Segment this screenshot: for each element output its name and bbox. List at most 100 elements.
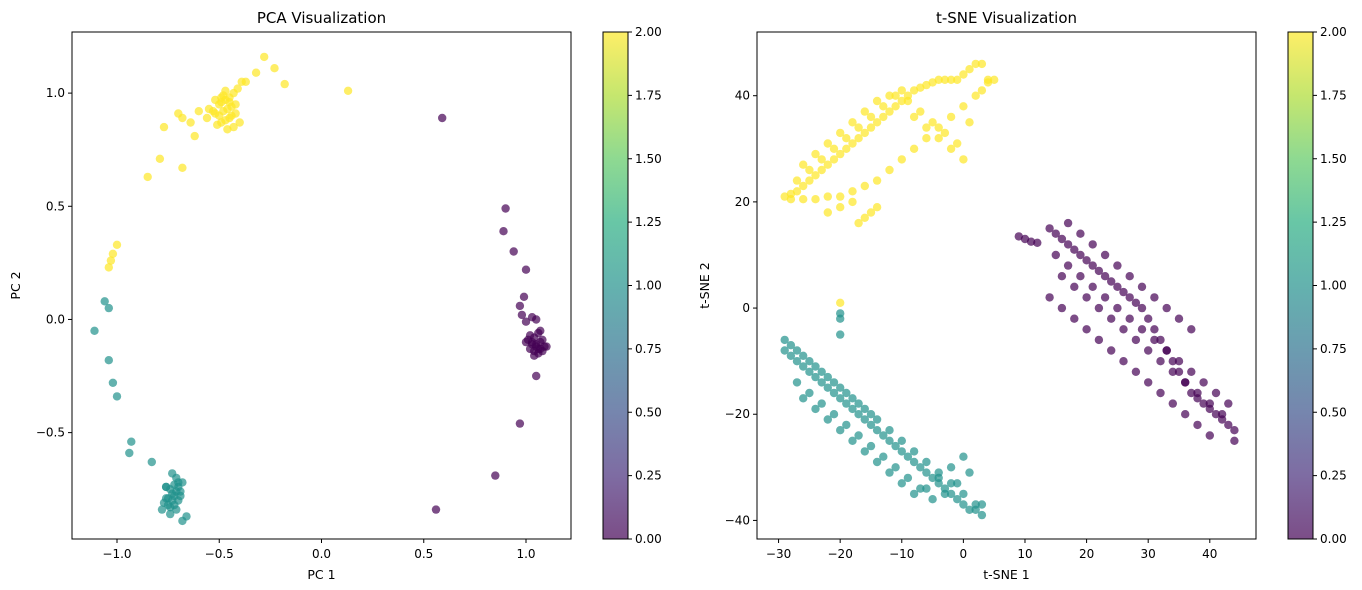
data-point-class-1 (879, 452, 888, 461)
data-point-class-2 (928, 118, 937, 127)
axes-frame (756, 31, 1257, 540)
data-point-class-1 (872, 426, 882, 435)
data-point-class-0 (534, 344, 543, 354)
data-point-class-2 (823, 192, 832, 201)
data-point-class-2 (909, 144, 919, 153)
y-tick-label: 0.5 (46, 199, 65, 213)
data-point-class-2 (829, 144, 839, 153)
data-point-class-0 (536, 337, 545, 347)
data-point-class-0 (1076, 229, 1085, 238)
data-point-class-0 (1026, 237, 1036, 246)
data-point-class-1 (946, 479, 956, 488)
data-point-class-2 (854, 134, 863, 143)
colorbar-tick-label: 1.75 (1320, 88, 1347, 102)
x-axis-label: t-SNE 1 (983, 567, 1030, 582)
data-point-class-2 (842, 144, 851, 153)
data-point-class-1 (104, 356, 114, 365)
data-point-class-2 (879, 102, 888, 111)
data-point-class-2 (848, 187, 857, 196)
colorbar-tick-label: 0.75 (635, 342, 662, 356)
data-point-class-0 (1094, 266, 1104, 276)
data-point-class-2 (953, 75, 962, 85)
data-point-class-0 (1033, 238, 1042, 247)
data-point-class-0 (1057, 303, 1067, 313)
data-point-class-1 (977, 510, 987, 520)
data-point-class-2 (786, 195, 796, 204)
data-point-class-2 (965, 65, 974, 74)
colorbar-gradient (1288, 32, 1313, 539)
x-tick-label: 0 (960, 547, 968, 561)
colorbar-tick-label: 1.00 (1320, 279, 1347, 293)
data-point-class-2 (848, 118, 857, 127)
data-point-class-1 (891, 441, 900, 451)
data-point-class-0 (1162, 303, 1171, 313)
data-point-class-1 (928, 495, 937, 504)
data-point-class-2 (872, 176, 882, 185)
data-point-class-0 (1125, 314, 1134, 323)
data-point-class-2 (860, 181, 869, 191)
data-point-class-1 (161, 494, 171, 503)
plot-area (756, 31, 1257, 540)
data-point-class-0 (517, 310, 527, 320)
data-point-class-1 (786, 351, 796, 360)
x-tick-label: 0.0 (312, 547, 331, 561)
data-point-class-2 (260, 52, 269, 62)
data-point-class-2 (922, 123, 931, 132)
x-axis-ticks: −30 −20 −10 0 10 20 30 40 (766, 539, 1217, 561)
data-point-class-1 (147, 457, 156, 467)
data-point-class-1 (897, 447, 906, 456)
data-point-class-1 (977, 500, 987, 509)
data-point-class-1 (161, 482, 171, 492)
data-point-class-0 (1150, 335, 1159, 345)
data-point-class-0 (1094, 303, 1104, 313)
data-point-class-2 (202, 113, 212, 123)
data-point-class-0 (1156, 388, 1165, 398)
data-point-class-0 (491, 471, 500, 480)
data-point-class-2 (178, 163, 187, 172)
data-point-class-2 (909, 112, 919, 122)
pca-chart: PCA Visualization −1.0 −0.5 0.0 0.5 1.0 −0.5… (8, 9, 662, 582)
data-point-class-2 (186, 118, 195, 127)
data-point-class-0 (1174, 357, 1184, 366)
y-tick-label: 1.0 (46, 86, 65, 100)
data-point-class-2 (836, 203, 845, 212)
data-point-class-0 (1063, 261, 1073, 270)
data-point-class-2 (817, 165, 826, 175)
data-point-class-1 (112, 392, 122, 401)
data-point-class-1 (100, 297, 109, 306)
data-point-class-1 (823, 383, 832, 392)
data-point-class-1 (940, 489, 950, 499)
data-point-class-2 (811, 171, 820, 180)
y-tick-label: −40 (725, 513, 750, 527)
data-point-class-2 (860, 213, 869, 222)
data-point-class-0 (1156, 335, 1165, 345)
data-point-class-1 (786, 341, 796, 350)
data-point-class-2 (866, 112, 876, 122)
data-point-class-1 (860, 447, 869, 456)
data-point-class-1 (959, 500, 968, 509)
chart-title: PCA Visualization (257, 9, 386, 27)
data-point-class-0 (1057, 234, 1067, 244)
data-point-class-2 (190, 131, 199, 141)
data-point-class-1 (805, 357, 814, 366)
x-tick-label: −10 (889, 547, 914, 561)
data-point-class-1 (176, 487, 185, 496)
data-point-class-2 (916, 107, 925, 116)
data-point-class-2 (106, 256, 116, 265)
data-point-class-2 (204, 104, 214, 114)
data-point-class-1 (866, 441, 876, 451)
data-point-class-1 (170, 491, 179, 501)
data-point-class-2 (792, 187, 802, 196)
data-point-class-1 (811, 362, 820, 371)
data-point-class-0 (1082, 325, 1091, 334)
data-point-class-1 (104, 303, 114, 313)
data-point-class-1 (836, 394, 845, 403)
data-point-class-1 (953, 495, 962, 504)
y-tick-label: −20 (725, 407, 750, 421)
data-point-class-2 (811, 195, 820, 204)
data-point-class-0 (501, 204, 510, 213)
data-point-class-2 (836, 128, 845, 138)
data-point-class-2 (112, 240, 122, 249)
data-point-class-1 (829, 410, 839, 419)
data-point-class-0 (1168, 367, 1178, 376)
